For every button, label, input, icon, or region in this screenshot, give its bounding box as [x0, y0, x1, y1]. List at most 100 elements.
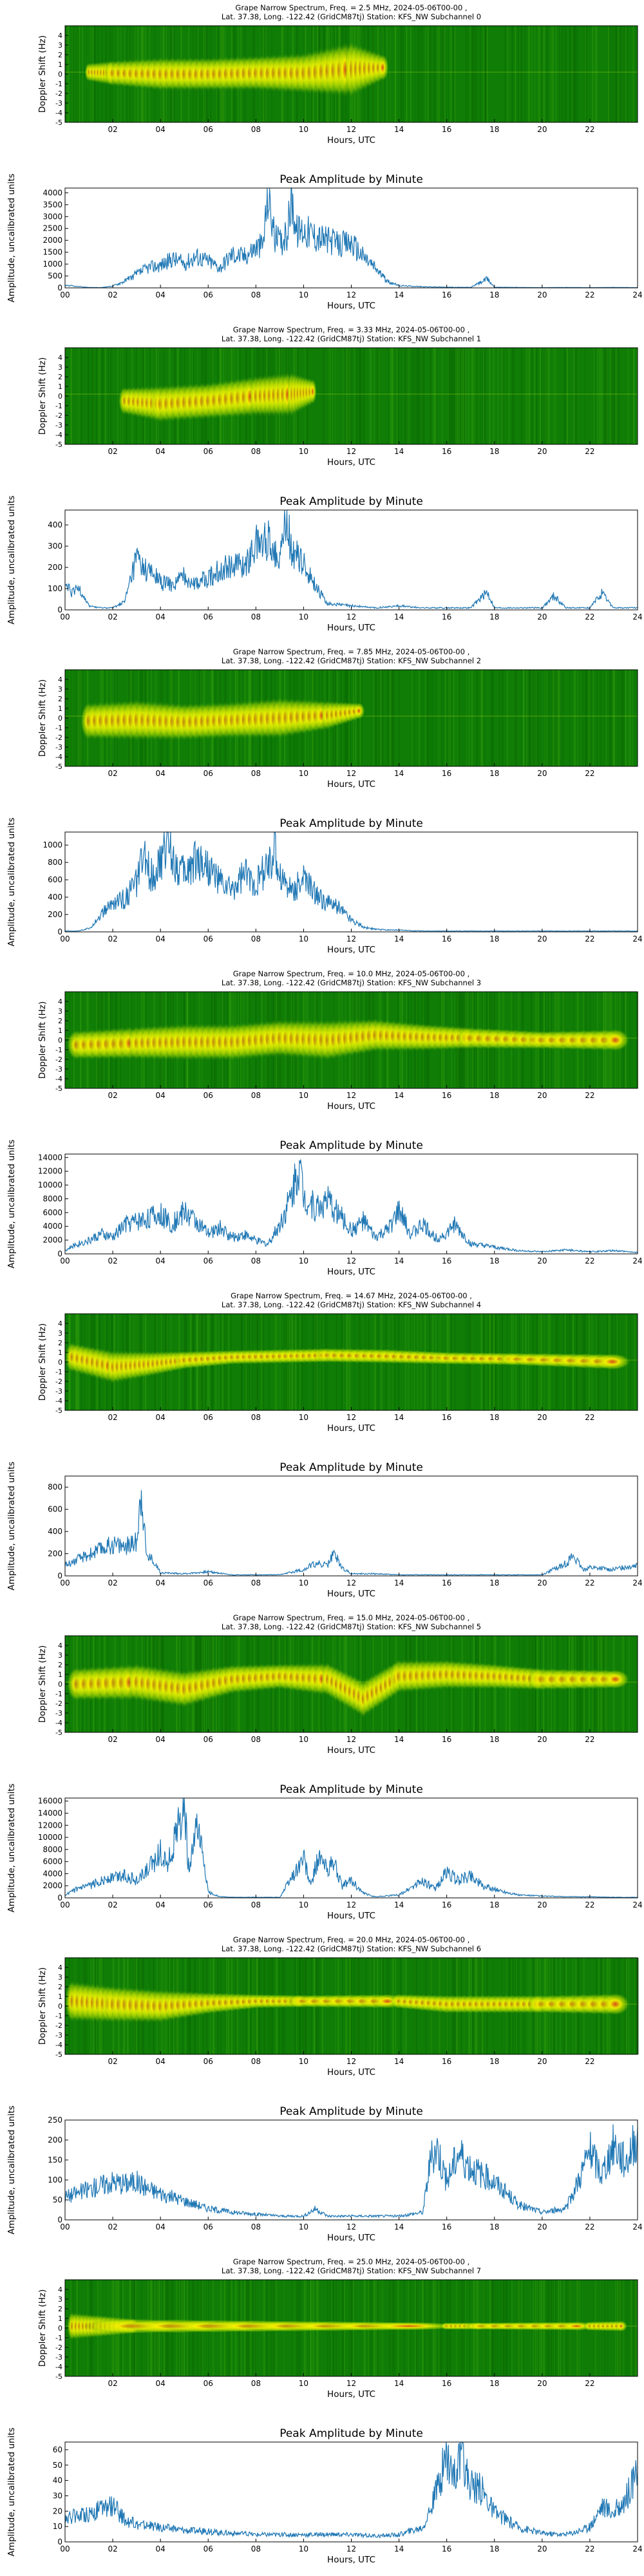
y-tick-label: 2 — [58, 1661, 62, 1669]
spectrogram-panel-7: Grape Narrow Spectrum, Freq. = 25.0 MHz,… — [37, 2257, 638, 2400]
spectrogram-striation — [485, 26, 488, 122]
y-tick-label: 1 — [58, 2315, 62, 2323]
x-axis-label: Hours, UTC — [327, 1589, 375, 1599]
spectrogram-striation — [574, 26, 576, 122]
spectrogram-striation — [110, 348, 111, 444]
x-axis-label: Hours, UTC — [327, 779, 375, 790]
y-tick-label: -3 — [55, 421, 62, 430]
y-tick-label: 4000 — [43, 1869, 62, 1878]
x-tick-label: 20 — [537, 125, 547, 134]
spectrogram-striation — [619, 26, 621, 122]
spectrogram-striation — [608, 26, 609, 122]
spectrogram-striation — [359, 348, 362, 444]
x-tick-label: 08 — [251, 1091, 261, 1100]
y-tick-label: -1 — [55, 402, 62, 410]
spectrogram-striation — [413, 348, 416, 444]
y-axis-label: Amplitude, uncalibrated units — [6, 495, 17, 624]
y-tick-label: 0 — [57, 2215, 62, 2224]
spectrogram-striation — [623, 670, 625, 766]
x-tick-label: 12 — [346, 2544, 356, 2553]
x-tick-label: 10 — [299, 1091, 308, 1100]
spectrogram-striation — [400, 26, 402, 122]
y-tick-label: 2 — [58, 695, 62, 703]
spectrogram-striation — [540, 26, 542, 122]
spectrogram-striation — [413, 670, 415, 766]
x-tick-label: 20 — [537, 2057, 547, 2066]
spectrogram-striation — [516, 670, 517, 766]
spectrogram-striation — [538, 26, 540, 122]
x-tick-label: 02 — [108, 125, 117, 134]
x-tick-label: 24 — [632, 934, 642, 943]
y-tick-label: 6000 — [43, 1857, 62, 1866]
x-tick-label: 18 — [489, 1413, 499, 1422]
y-tick-label: 400 — [48, 520, 62, 529]
spectrogram-striation — [396, 348, 398, 444]
y-tick-label: 16000 — [38, 1797, 62, 1806]
spectrogram-striation — [76, 26, 77, 122]
x-tick-label: 12 — [346, 934, 356, 943]
spectrogram-striation — [612, 26, 613, 122]
spectrogram-striation — [79, 348, 80, 444]
y-tick-label: 250 — [48, 2116, 62, 2125]
spectrogram-striation — [408, 348, 410, 444]
spectrogram-striation — [555, 670, 558, 766]
spectrogram-striation — [387, 670, 389, 766]
spectrogram-striation — [498, 670, 500, 766]
x-tick-label: 02 — [108, 1735, 117, 1744]
spectrogram-striation — [446, 670, 448, 766]
x-tick-label: 06 — [204, 769, 213, 778]
y-tick-label: 2000 — [43, 236, 62, 245]
spectrogram-striation — [634, 1314, 636, 1410]
spectrogram-title-line2: Lat. 37.38, Long. -122.42 (GridCM87tj) S… — [222, 1300, 481, 1309]
spectrogram-striation — [93, 348, 95, 444]
y-tick-label: 12000 — [38, 1167, 62, 1176]
x-tick-label: 24 — [632, 612, 642, 621]
y-axis-label: Doppler Shift (Hz) — [37, 2289, 48, 2367]
x-tick-label: 20 — [537, 2379, 547, 2388]
amplitude-series-line — [64, 1159, 638, 1254]
spectrogram-striation — [356, 348, 357, 444]
spectrogram-striation — [462, 348, 464, 444]
spectrogram-striation — [612, 670, 614, 766]
x-tick-label: 04 — [156, 125, 166, 134]
spectrogram-striation — [480, 670, 482, 766]
x-tick-label: 10 — [299, 2379, 308, 2388]
spectrogram-striation — [76, 26, 78, 122]
spectrogram-striation — [332, 348, 334, 444]
spectrogram-striation — [558, 670, 561, 766]
y-tick-label: 3 — [58, 1329, 62, 1338]
x-tick-label: 04 — [156, 1900, 166, 1909]
spectrogram-striation — [443, 26, 445, 122]
spectrogram-striation — [584, 348, 585, 444]
y-tick-label: 4 — [58, 676, 62, 684]
x-tick-label: 02 — [108, 1091, 117, 1100]
peak-frame — [64, 509, 638, 611]
x-tick-label: 04 — [156, 2057, 166, 2066]
spectrogram-striation — [497, 348, 499, 444]
x-tick-label: 14 — [394, 1256, 404, 1265]
spectrogram-striation — [515, 670, 518, 766]
y-tick-label: 3 — [58, 1007, 62, 1016]
x-tick-label: 14 — [394, 2222, 404, 2231]
y-axis-label: Amplitude, uncalibrated units — [6, 173, 17, 302]
spectrogram-striation — [516, 670, 518, 766]
spectrogram-striation — [592, 26, 594, 122]
spectrogram-striation — [573, 670, 576, 766]
x-axis-label: Hours, UTC — [327, 2067, 375, 2078]
spectrogram-striation — [484, 26, 486, 122]
y-tick-label: 1 — [58, 705, 62, 713]
y-tick-label: 1 — [58, 61, 62, 69]
x-tick-label: 18 — [489, 447, 499, 456]
spectrogram-striation — [546, 670, 548, 766]
spectrogram-striation — [476, 670, 478, 766]
spectrogram-striation — [343, 348, 345, 444]
x-tick-label: 10 — [299, 1413, 308, 1422]
spectrogram-striation — [554, 348, 556, 444]
spectrogram-striation — [391, 348, 393, 444]
peak-title: Peak Amplitude by Minute — [279, 1139, 423, 1152]
spectrogram-striation — [343, 348, 345, 444]
y-tick-label: -4 — [55, 753, 62, 761]
spectrogram-striation — [462, 348, 463, 444]
x-tick-label: 22 — [585, 1735, 594, 1744]
spectrogram-striation — [527, 670, 529, 766]
